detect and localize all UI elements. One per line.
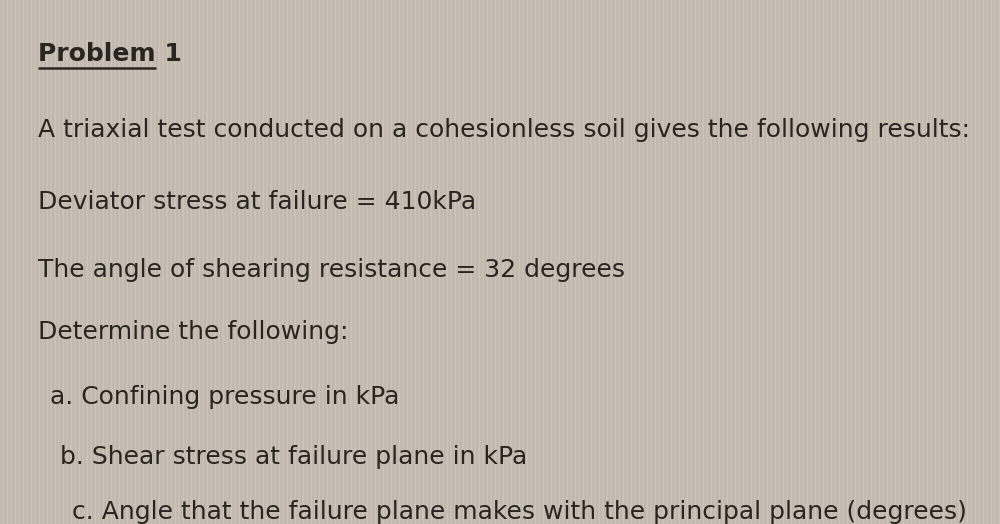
Text: a. Confining pressure in kPa: a. Confining pressure in kPa — [50, 385, 399, 409]
Text: b. Shear stress at failure plane in kPa: b. Shear stress at failure plane in kPa — [60, 445, 527, 469]
Text: Deviator stress at failure = 410kPa: Deviator stress at failure = 410kPa — [38, 190, 476, 214]
Text: c. Angle that the failure plane makes with the principal plane (degrees): c. Angle that the failure plane makes wi… — [72, 500, 967, 524]
Text: Problem 1: Problem 1 — [38, 42, 182, 66]
Text: A triaxial test conducted on a cohesionless soil gives the following results:: A triaxial test conducted on a cohesionl… — [38, 118, 970, 142]
Text: Determine the following:: Determine the following: — [38, 320, 348, 344]
Text: The angle of shearing resistance = 32 degrees: The angle of shearing resistance = 32 de… — [38, 258, 625, 282]
